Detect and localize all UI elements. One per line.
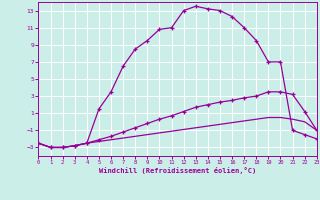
X-axis label: Windchill (Refroidissement éolien,°C): Windchill (Refroidissement éolien,°C): [99, 167, 256, 174]
